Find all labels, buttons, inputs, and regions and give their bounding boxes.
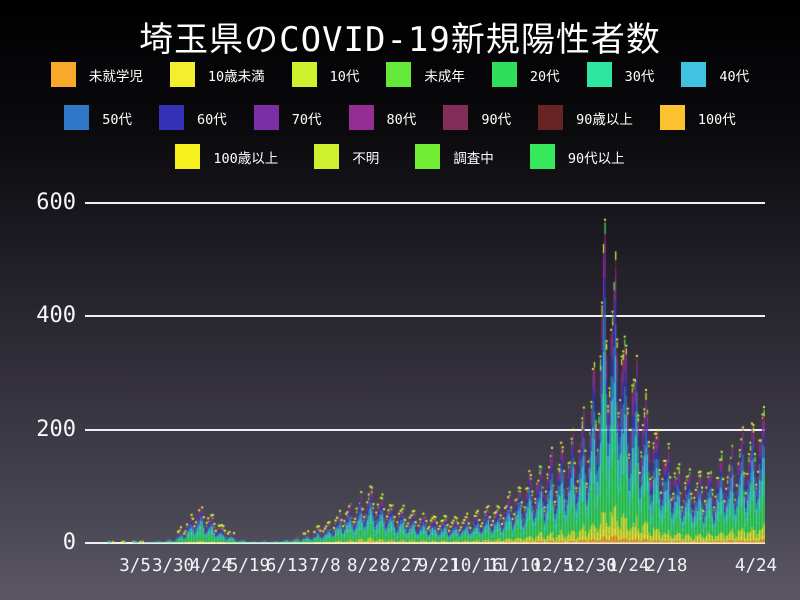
legend-swatch	[681, 62, 707, 87]
legend-swatch	[253, 105, 279, 130]
y-axis-tick: 0	[62, 530, 76, 555]
legend-label: 不明	[352, 150, 380, 167]
legend-item: 90代以上	[529, 144, 625, 169]
x-axis-tick: 8/27	[379, 556, 422, 576]
legend-item: 30代	[586, 62, 655, 87]
legend-label: 未成年	[424, 68, 465, 85]
legend-swatch	[169, 62, 195, 87]
legend-label: 10歳未満	[207, 68, 265, 85]
x-axis-tick: 2/18	[645, 556, 688, 576]
legend-item: 未就学児	[50, 62, 143, 87]
legend-swatch	[586, 62, 612, 87]
legend-swatch	[175, 144, 201, 169]
x-axis-tick: 10/16	[450, 556, 503, 576]
legend-item: 20代	[491, 62, 560, 87]
legend-swatch	[291, 62, 317, 87]
x-axis-tick: 3/5	[119, 556, 151, 576]
y-axis-tick: 400	[36, 303, 76, 328]
legend-item: 調査中	[415, 144, 494, 169]
legend-label: 60代	[197, 111, 227, 128]
legend-row-1: 未就学児 10歳未満 10代 未成年 20代 30代 40代	[0, 62, 800, 87]
x-axis-tick: 3/30	[151, 556, 195, 576]
legend-swatch	[529, 144, 555, 169]
x-axis-tick: 1/24	[607, 556, 650, 576]
x-axis-tick: 11/10	[488, 556, 541, 576]
legend-item: 100代	[659, 105, 736, 130]
legend-label: 70代	[291, 111, 322, 128]
legend-item: 100歳以上	[175, 144, 278, 169]
legend-label: 90代	[481, 111, 512, 128]
legend-label: 30代	[624, 68, 655, 85]
legend-label: 100代	[697, 111, 736, 128]
x-axis-tick: 8/2	[346, 556, 379, 576]
page-title: 埼玉県のCOVID-19新規陽性者数	[139, 20, 661, 60]
legend-label: 50代	[102, 111, 133, 128]
legend-item: 80代	[348, 105, 417, 130]
legend-label: 80代	[386, 111, 417, 128]
legend-item: 50代	[64, 105, 132, 130]
legend-row-2: 50代 60代 70代 80代 90代 90歳以上 100代	[0, 105, 800, 130]
legend-swatch	[386, 62, 412, 87]
legend-label: 20代	[529, 68, 560, 85]
legend-label: 10代	[329, 68, 360, 85]
legend-item: 90歳以上	[538, 105, 633, 130]
legend-swatch	[659, 105, 685, 130]
x-axis-tick: 7/8	[309, 556, 341, 576]
legend-item: 90代	[443, 105, 511, 130]
x-axis-tick: 4/24	[189, 556, 233, 576]
x-axis-tick: 4/24	[734, 556, 778, 576]
legend-item: 70代	[253, 105, 322, 130]
legend-swatch	[314, 144, 340, 169]
legend-label: 未就学児	[88, 68, 143, 85]
legend-label: 100歳以上	[213, 150, 279, 167]
x-axis-tick: 6/13	[265, 556, 308, 576]
legend-item: 不明	[314, 144, 379, 169]
legend-swatch	[443, 105, 469, 130]
legend-item: 未成年	[386, 62, 465, 87]
chart-canvas	[85, 188, 765, 560]
legend-swatch	[491, 62, 517, 87]
legend-swatch	[348, 105, 374, 130]
legend-item: 40代	[681, 62, 749, 87]
legend-label: 調査中	[453, 150, 494, 167]
legend-label: 40代	[719, 68, 750, 85]
legend-swatch	[415, 144, 441, 169]
x-axis-tick: 12/30	[564, 556, 617, 576]
legend-item: 10歳未満	[169, 62, 265, 87]
legend-item: 60代	[159, 105, 227, 130]
legend-swatch	[50, 62, 76, 87]
legend-swatch	[538, 105, 564, 130]
x-axis-tick: 12/5	[531, 556, 574, 576]
y-axis-tick: 600	[36, 189, 76, 215]
x-axis-tick: 9/21	[417, 556, 460, 576]
legend-swatch	[159, 105, 185, 130]
legend-item: 10代	[291, 62, 360, 87]
x-axis-tick: 5/19	[227, 556, 270, 576]
legend-label: 90代以上	[567, 150, 625, 167]
y-axis-tick: 200	[36, 416, 76, 442]
legend-label: 90歳以上	[576, 111, 633, 128]
legend-swatch	[64, 105, 90, 130]
legend-row-3: 100歳以上 不明 調査中 90代以上	[0, 144, 800, 169]
